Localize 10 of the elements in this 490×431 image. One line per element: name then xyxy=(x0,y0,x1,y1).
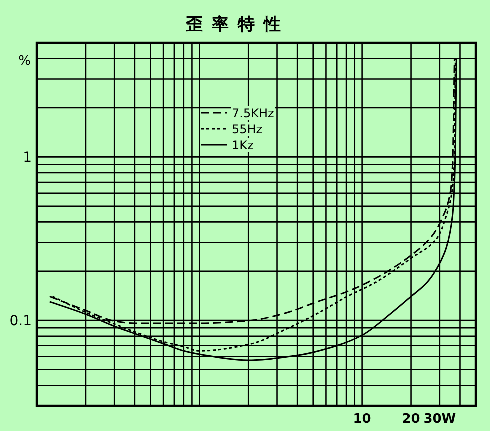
x-tick-label: 30W xyxy=(424,412,456,427)
legend-label: 7.5KHz xyxy=(232,106,274,120)
x-tick-label: 20 xyxy=(402,412,420,427)
y-axis-label: % xyxy=(18,54,31,69)
title: 歪率特性 xyxy=(186,15,290,35)
legend-label: 55Hz xyxy=(232,122,263,136)
x-tick-label: 10 xyxy=(353,412,372,427)
y-tick-label: 0.1 xyxy=(10,314,32,330)
legend-label: 1Kz xyxy=(232,138,254,152)
y-tick-label: 1 xyxy=(23,150,32,166)
